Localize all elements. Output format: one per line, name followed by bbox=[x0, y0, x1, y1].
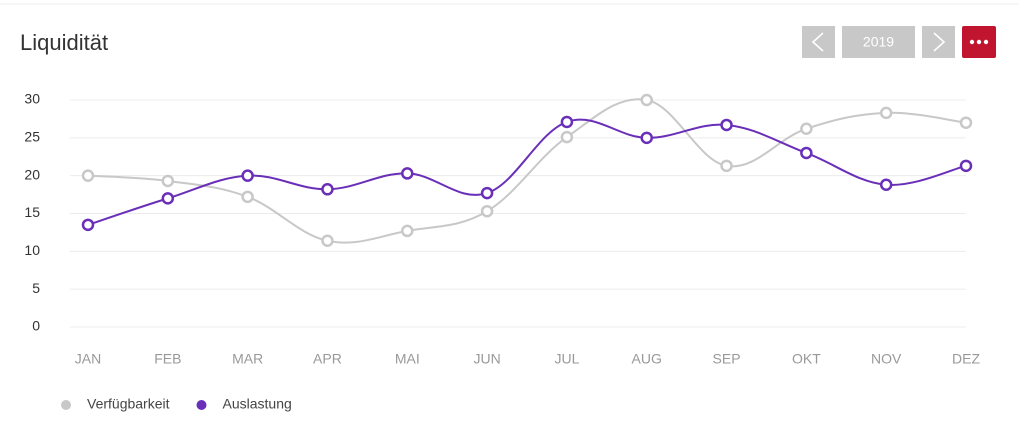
menu-dot bbox=[976, 39, 982, 45]
data-point bbox=[720, 159, 733, 173]
x-tick-label: FEB bbox=[154, 351, 181, 367]
data-point bbox=[959, 159, 973, 173]
data-point bbox=[241, 169, 254, 182]
y-tick-label: 15 bbox=[24, 204, 40, 220]
data-point bbox=[81, 218, 95, 232]
year-label: 2019 bbox=[863, 34, 894, 50]
data-point bbox=[480, 204, 494, 218]
y-tick-label: 10 bbox=[24, 242, 40, 258]
data-point bbox=[640, 93, 653, 107]
data-point bbox=[321, 234, 334, 247]
data-point bbox=[401, 167, 414, 180]
data-point bbox=[161, 174, 175, 188]
series-line bbox=[87, 118, 967, 226]
data-point bbox=[879, 106, 893, 120]
year-button[interactable]: 2019 bbox=[842, 26, 915, 58]
x-tick-label: DEZ bbox=[952, 351, 980, 367]
next-button[interactable] bbox=[922, 26, 955, 58]
x-tick-label: JUN bbox=[473, 351, 500, 367]
y-tick-label: 0 bbox=[32, 318, 40, 334]
data-point bbox=[161, 192, 175, 205]
menu-button[interactable] bbox=[962, 26, 996, 58]
y-tick-label: 20 bbox=[24, 166, 40, 182]
y-tick-label: 5 bbox=[32, 280, 40, 296]
x-tick-label: SEP bbox=[713, 351, 741, 367]
data-point bbox=[560, 130, 574, 144]
prev-icon bbox=[811, 32, 824, 52]
data-point bbox=[879, 178, 893, 191]
data-point bbox=[640, 131, 653, 145]
next-icon bbox=[933, 32, 946, 52]
legend-label: Auslastung bbox=[223, 396, 292, 412]
data-point bbox=[959, 116, 973, 129]
data-point bbox=[321, 183, 334, 196]
x-tick-label: JUL bbox=[554, 351, 579, 367]
prev-button-bg[interactable] bbox=[802, 26, 835, 58]
x-tick-label: APR bbox=[313, 351, 342, 367]
x-tick-label: JAN bbox=[75, 351, 101, 367]
data-point bbox=[480, 186, 494, 200]
x-tick-label: AUG bbox=[632, 351, 662, 367]
legend-marker bbox=[61, 400, 71, 410]
data-point bbox=[560, 115, 574, 129]
x-tick-label: MAR bbox=[232, 351, 263, 367]
data-point bbox=[81, 169, 95, 182]
menu-dot bbox=[983, 39, 989, 45]
next-button-bg[interactable] bbox=[922, 26, 955, 58]
year-button-bg[interactable] bbox=[842, 26, 915, 58]
data-point bbox=[720, 118, 733, 132]
data-point bbox=[800, 122, 813, 136]
x-tick-label: OKT bbox=[792, 351, 821, 367]
x-tick-label: MAI bbox=[395, 351, 420, 367]
prev-button[interactable] bbox=[802, 26, 835, 58]
data-point bbox=[401, 224, 414, 238]
legend-label: Verfügbarkeit bbox=[87, 396, 170, 412]
chart-title: Liquidität bbox=[20, 30, 108, 55]
menu-dot bbox=[969, 39, 975, 45]
data-point bbox=[241, 190, 254, 204]
data-point bbox=[800, 146, 813, 160]
x-tick-label: NOV bbox=[871, 351, 902, 367]
legend-marker bbox=[196, 400, 207, 410]
y-tick-label: 30 bbox=[24, 91, 40, 107]
y-tick-label: 25 bbox=[24, 129, 40, 145]
